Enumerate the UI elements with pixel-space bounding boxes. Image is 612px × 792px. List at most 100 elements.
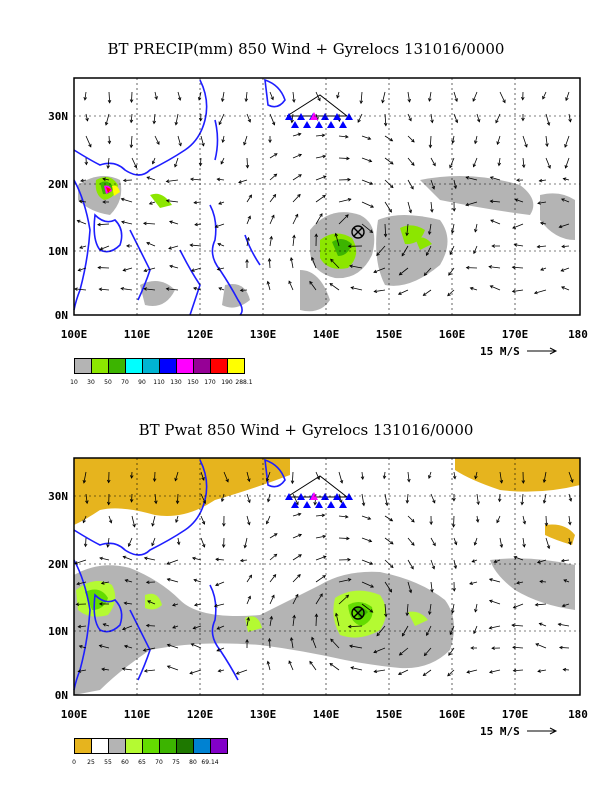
- wind-vector: [522, 157, 525, 168]
- wind-vector-head: [427, 231, 432, 236]
- wind-vector: [105, 113, 110, 126]
- wind-vector: [428, 91, 432, 102]
- wind-vector-head: [101, 667, 105, 672]
- wind-vector-head: [370, 584, 375, 588]
- wind-vector: [476, 515, 479, 523]
- panel2-map: 100E 110E 120E 130E 140E 150E 160E 170E …: [48, 457, 588, 738]
- wind-vector-head: [401, 632, 406, 637]
- wind-vector: [473, 157, 478, 167]
- wind-vector-head: [432, 162, 436, 167]
- wind-vector-head: [245, 258, 249, 263]
- wind-vector-head: [511, 623, 515, 628]
- wind-vector: [315, 155, 326, 159]
- wind-vector-head: [147, 600, 151, 604]
- colorbar-tick-label: 75: [172, 759, 180, 766]
- wind-vector: [269, 553, 277, 561]
- wind-vector-head: [99, 556, 103, 561]
- wind-vector: [246, 596, 251, 605]
- wind-vector: [476, 113, 480, 122]
- wind-vector-head: [106, 479, 111, 484]
- wind-vector-head: [472, 163, 477, 168]
- wind-vector: [200, 515, 205, 525]
- wind-vector: [315, 535, 326, 539]
- wind-vector: [476, 493, 479, 505]
- wind-vector: [373, 647, 386, 653]
- wind-vector-head: [389, 517, 394, 522]
- wind-vector-head: [397, 671, 402, 675]
- wind-vector: [123, 267, 133, 271]
- wind-vector-head: [511, 265, 516, 270]
- wind-vector-head: [432, 542, 436, 547]
- wind-vector: [240, 559, 248, 562]
- wind-vector: [499, 537, 503, 548]
- wind-vector: [384, 201, 392, 213]
- colorbar-tick-label: 30: [87, 379, 95, 386]
- y-tick: 0N: [55, 689, 68, 702]
- wind-vector: [338, 515, 348, 518]
- wind-vector: [269, 91, 274, 100]
- wind-vector: [246, 194, 252, 203]
- wind-vector-head: [298, 554, 302, 558]
- wind-vector: [154, 91, 158, 100]
- wind-vector-head: [266, 660, 271, 665]
- wind-vector: [513, 603, 524, 609]
- wind-vector-head: [330, 638, 334, 643]
- wind-vector: [568, 113, 571, 122]
- wind-vector-head: [129, 119, 134, 124]
- wind-vector-head: [176, 541, 181, 546]
- wind-vector-head: [142, 648, 147, 652]
- wind-vector-head: [536, 560, 541, 564]
- wind-vector-head: [295, 213, 299, 218]
- wind-vector-head: [152, 120, 157, 125]
- wind-vector-head: [520, 501, 524, 506]
- x-tick: 130E: [250, 708, 277, 721]
- wind-vector-head: [246, 616, 250, 621]
- wind-vector: [452, 135, 455, 144]
- wind-vector-head: [330, 258, 334, 263]
- wind-vector-head: [145, 580, 150, 585]
- wind-vector-head: [533, 290, 538, 295]
- wind-vector: [315, 575, 326, 583]
- wind-vector-head: [217, 242, 222, 247]
- wind-vector: [338, 214, 349, 225]
- wind-vector: [399, 647, 409, 656]
- wind-vector-head: [216, 648, 221, 652]
- wind-vector-head: [77, 624, 82, 629]
- wind-vector-head: [166, 561, 170, 565]
- wind-vector: [453, 471, 456, 479]
- wind-vector: [361, 515, 371, 520]
- wind-vector-head: [389, 137, 394, 142]
- wind-vector: [474, 135, 478, 144]
- wind-vector-head: [488, 599, 493, 603]
- colorbar-tick-label: 10: [70, 379, 78, 386]
- wind-vector: [246, 216, 251, 225]
- wind-vector-head: [476, 501, 480, 506]
- wind-vector-head: [495, 119, 499, 124]
- wind-vector-head: [270, 96, 274, 101]
- wind-vector-head: [544, 522, 549, 527]
- wind-vector: [122, 668, 133, 671]
- wind-vector: [147, 600, 156, 605]
- wind-vector: [315, 213, 323, 225]
- wind-vector-head: [497, 498, 502, 503]
- colorbar-tick-label: 25: [87, 759, 95, 766]
- wind-vector: [535, 643, 547, 649]
- wind-vector: [357, 113, 363, 123]
- wind-vector: [144, 669, 156, 672]
- wind-vector-head: [422, 292, 427, 296]
- wind-vector-head: [411, 542, 415, 546]
- x-tick: 160E: [439, 328, 466, 341]
- wind-vector-head: [83, 543, 88, 548]
- wind-vector: [545, 157, 551, 169]
- wind-vector: [309, 661, 317, 671]
- wind-vector-head: [247, 521, 251, 526]
- wind-vector-head: [151, 522, 155, 527]
- wind-vector: [215, 581, 225, 586]
- y-tick: 30N: [48, 490, 68, 503]
- wind-vector: [144, 557, 156, 561]
- wind-vector: [474, 537, 478, 546]
- wind-vector-head: [154, 96, 158, 100]
- wind-vector-head: [142, 221, 147, 226]
- wind-vector: [236, 669, 248, 675]
- wind-vector-head: [432, 499, 436, 504]
